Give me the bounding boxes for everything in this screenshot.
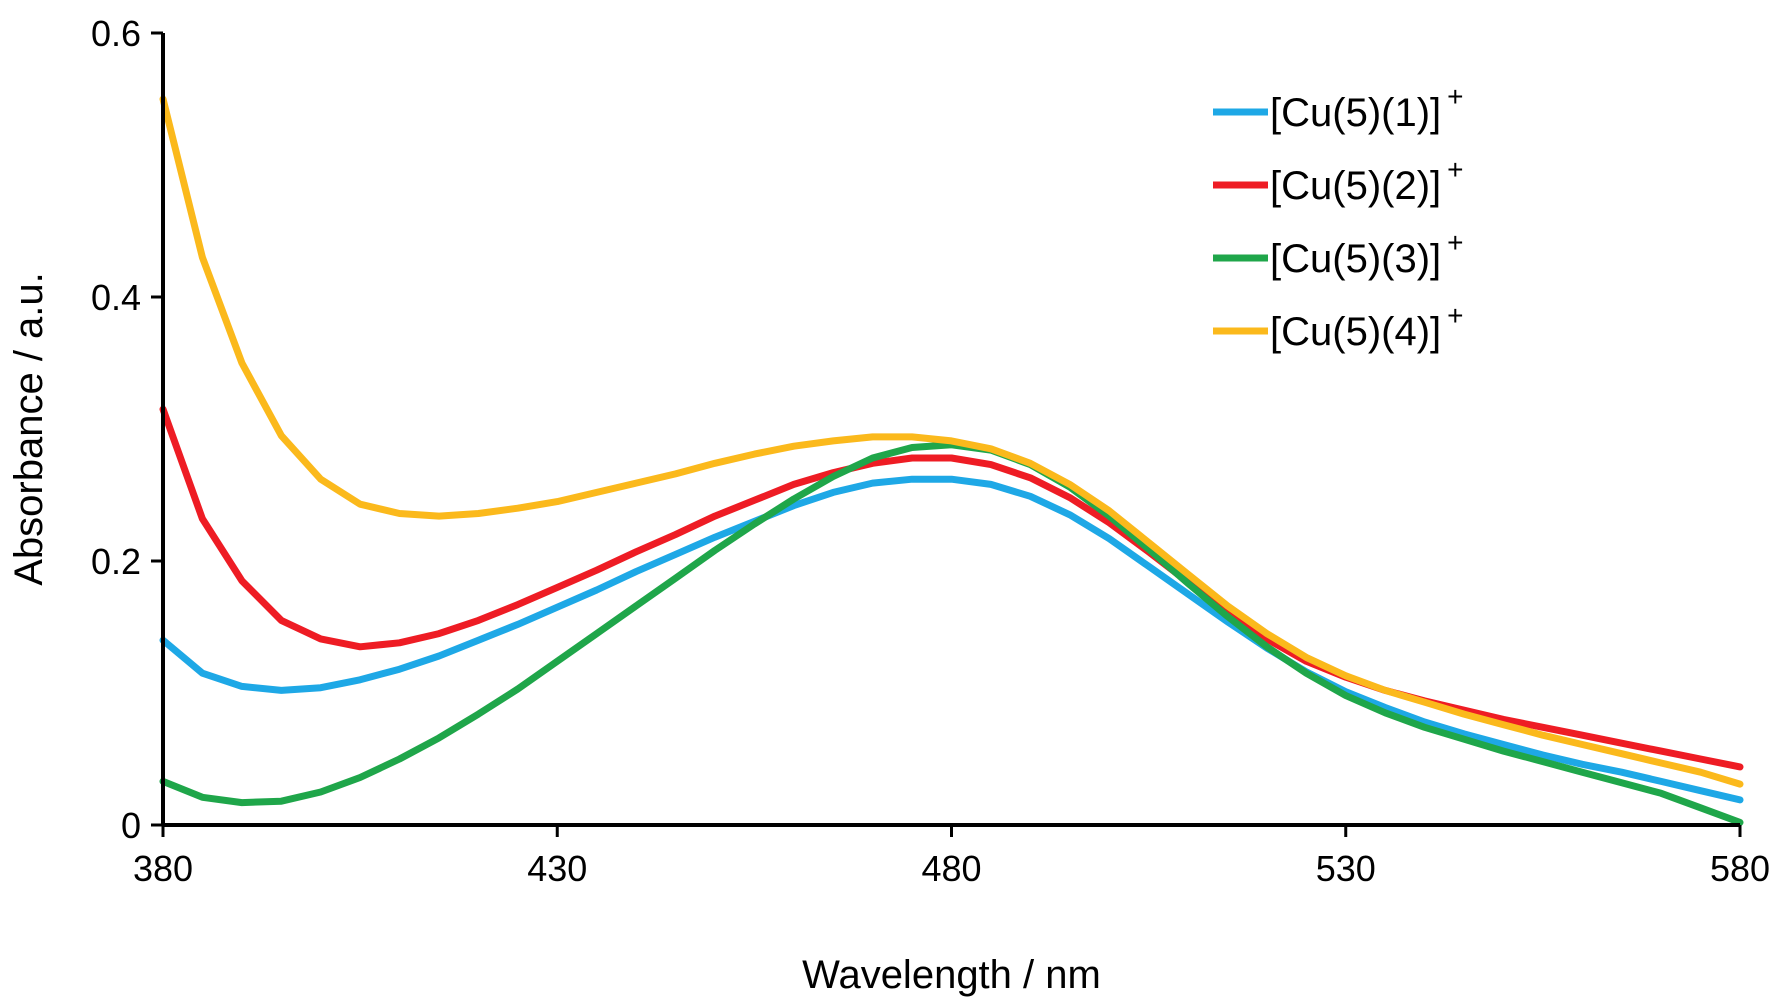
y-tick-label: 0.4 <box>91 277 141 318</box>
legend-label: [Cu(5)(3)] + <box>1270 227 1464 281</box>
legend-superscript: + <box>1447 154 1463 185</box>
y-tick-label: 0 <box>121 805 141 846</box>
legend: [Cu(5)(1)] + [Cu(5)(2)] + [Cu(5)(3)] + [Cu(5)(… <box>1213 81 1464 354</box>
legend-item-2: [Cu(5)(2)] + <box>1213 154 1464 208</box>
y-tick-label: 0.2 <box>91 541 141 582</box>
series-line-4 <box>159 95 1744 788</box>
legend-label: [Cu(5)(1)] + <box>1270 81 1464 135</box>
x-tick-label: 430 <box>527 848 587 889</box>
x-tick-label: 530 <box>1316 848 1376 889</box>
series-lines <box>159 95 1744 826</box>
series-line-1 <box>159 475 1744 804</box>
axis-ticks: 380 430 480 530 580 0 0.2 0.4 0.6 <box>91 13 1770 889</box>
y-axis-title: Absorbance / a.u. <box>7 272 51 586</box>
legend-item-4: [Cu(5)(4)] + <box>1213 300 1464 354</box>
legend-label: [Cu(5)(2)] + <box>1270 154 1464 208</box>
legend-item-1: [Cu(5)(1)] + <box>1213 81 1464 135</box>
series-line-2 <box>159 405 1744 771</box>
x-axis-title: Wavelength / nm <box>802 953 1101 997</box>
legend-item-3: [Cu(5)(3)] + <box>1213 227 1464 281</box>
x-tick-label: 580 <box>1710 848 1770 889</box>
x-tick-label: 380 <box>133 848 193 889</box>
y-tick-label: 0.6 <box>91 13 141 54</box>
x-tick-label: 480 <box>921 848 981 889</box>
legend-superscript: + <box>1447 81 1463 112</box>
legend-label: [Cu(5)(4)] + <box>1270 300 1464 354</box>
legend-superscript: + <box>1447 227 1463 258</box>
series-line-3 <box>159 441 1744 826</box>
legend-superscript: + <box>1447 300 1463 331</box>
